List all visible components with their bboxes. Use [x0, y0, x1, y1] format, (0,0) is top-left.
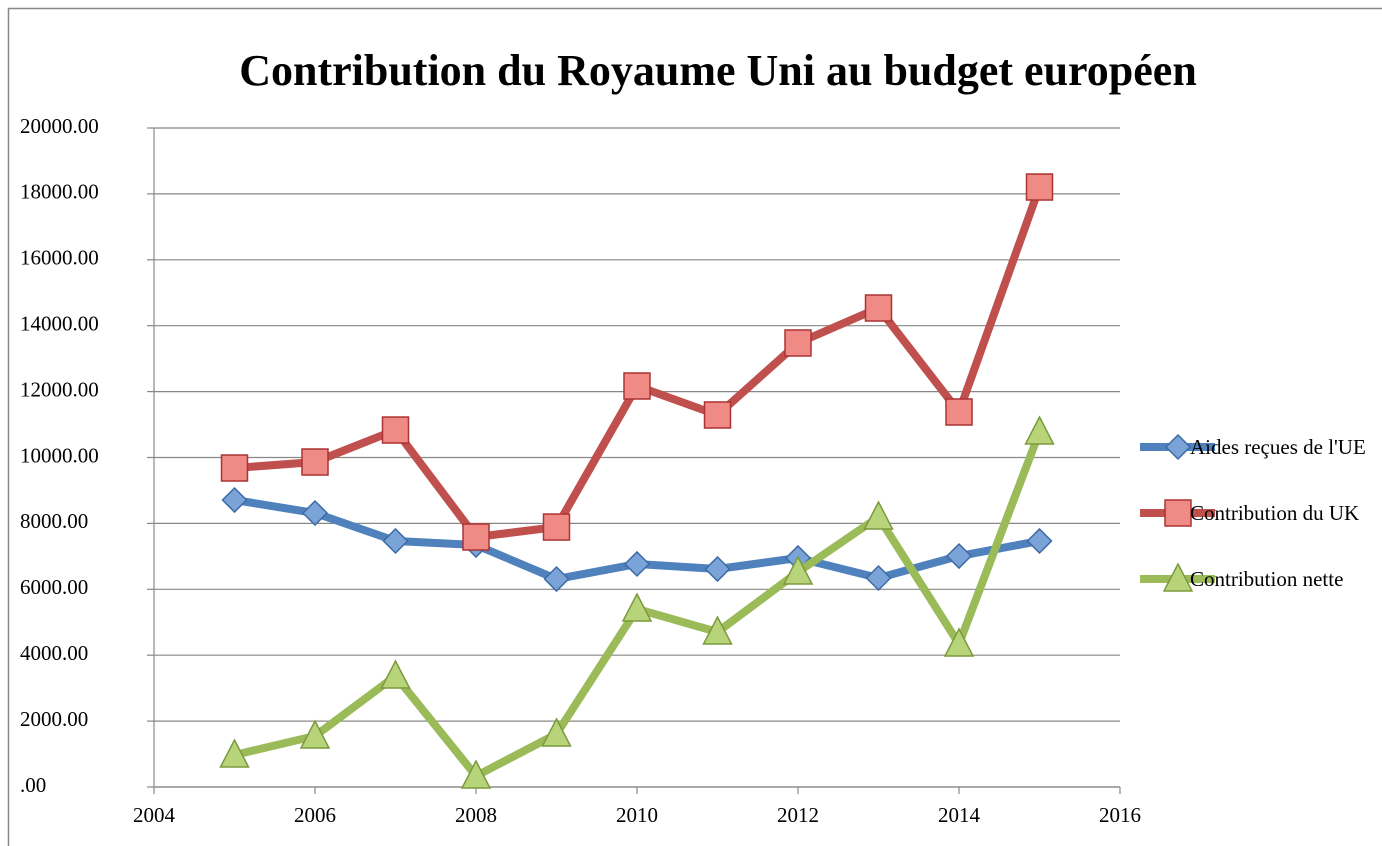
- marker: [460, 759, 492, 789]
- y-tick-label: .00: [20, 773, 46, 797]
- chart-frame: [7, 7, 1382, 846]
- y-tick-label: 2000.00: [20, 707, 88, 731]
- marker: [462, 523, 490, 551]
- y-tick-label: 18000.00: [20, 180, 99, 204]
- legend: Aides reçues de l'UE Contribution du UK Co…: [1190, 434, 1377, 632]
- legend-label: Aides reçues de l'UE: [1190, 435, 1366, 459]
- marker: [864, 294, 893, 322]
- marker: [621, 592, 653, 622]
- marker: [704, 555, 731, 583]
- marker: [945, 542, 973, 570]
- marker: [380, 659, 411, 689]
- marker: [541, 717, 572, 747]
- x-tick-label: 2008: [455, 803, 497, 827]
- marker: [863, 500, 894, 530]
- marker: [1026, 527, 1053, 555]
- marker: [301, 448, 329, 476]
- y-tick-label: 16000.00: [20, 246, 99, 270]
- marker: [301, 499, 329, 527]
- marker: [1025, 173, 1054, 201]
- marker: [1164, 499, 1192, 527]
- marker: [221, 486, 248, 514]
- y-tick-label: 4000.00: [20, 641, 88, 665]
- marker: [542, 513, 571, 541]
- y-tick-label: 20000.00: [20, 114, 99, 138]
- marker: [382, 527, 409, 555]
- marker: [782, 555, 814, 585]
- y-tick-label: 8000.00: [20, 509, 88, 533]
- legend-label: Contribution du UK: [1190, 501, 1360, 525]
- marker: [220, 454, 249, 482]
- marker: [865, 564, 892, 592]
- marker: [943, 627, 975, 657]
- marker: [703, 401, 732, 429]
- x-tick-label: 2012: [777, 803, 819, 827]
- marker: [219, 738, 250, 768]
- x-tick-label: 2004: [133, 803, 176, 827]
- marker: [299, 719, 331, 749]
- y-tick-label: 14000.00: [20, 312, 99, 336]
- chart-title: Contribution du Royaume Uni au budget eu…: [239, 46, 1197, 95]
- y-tick-label: 12000.00: [20, 377, 99, 401]
- series-line: [234, 185, 1044, 542]
- marker: [1164, 433, 1192, 461]
- x-tick-label: 2014: [938, 803, 981, 827]
- x-tick-label: 2006: [294, 803, 336, 827]
- legend-label: Contribution nette: [1190, 567, 1344, 591]
- marker: [945, 398, 973, 426]
- marker: [1024, 415, 1055, 445]
- y-tick-label: 6000.00: [20, 575, 88, 599]
- marker: [623, 372, 651, 400]
- marker: [1162, 562, 1194, 592]
- y-tick-label: 10000.00: [20, 443, 99, 467]
- marker: [381, 416, 410, 444]
- x-tick-label: 2010: [616, 803, 658, 827]
- marker: [702, 615, 733, 645]
- marker: [623, 550, 651, 578]
- marker: [543, 565, 570, 593]
- marker: [784, 329, 812, 357]
- x-tick-label: 2016: [1099, 803, 1141, 827]
